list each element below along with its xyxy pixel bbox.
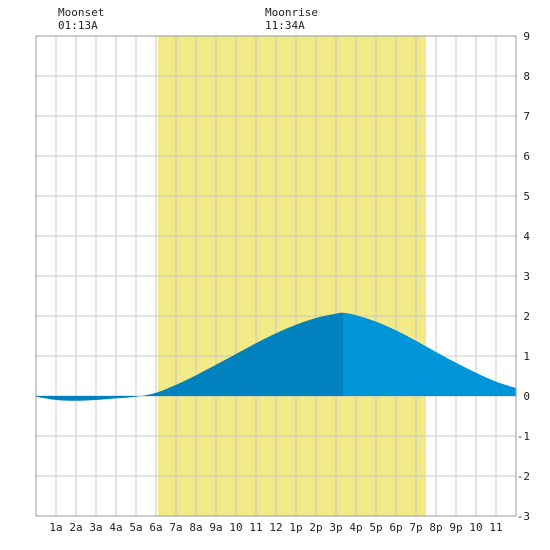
moonset-label: Moonset bbox=[58, 6, 104, 19]
moonrise-label: Moonrise bbox=[265, 6, 318, 19]
x-tick-label: 4p bbox=[349, 521, 362, 534]
y-tick-label: 8 bbox=[523, 70, 530, 83]
y-tick-label: 1 bbox=[523, 350, 530, 363]
x-tick-label: 6a bbox=[149, 521, 162, 534]
x-tick-label: 2a bbox=[69, 521, 82, 534]
y-tick-label: 2 bbox=[523, 310, 530, 323]
x-tick-label: 8a bbox=[189, 521, 202, 534]
x-tick-label: 10 bbox=[469, 521, 482, 534]
y-tick-label: 7 bbox=[523, 110, 530, 123]
x-tick-label: 1a bbox=[49, 521, 62, 534]
x-tick-label: 4a bbox=[109, 521, 122, 534]
x-tick-label: 5a bbox=[129, 521, 142, 534]
tide-area-rising bbox=[36, 312, 343, 401]
y-tick-label: 3 bbox=[523, 270, 530, 283]
x-tick-label: 12 bbox=[269, 521, 282, 534]
x-tick-label: 1p bbox=[289, 521, 302, 534]
y-tick-label: -2 bbox=[517, 470, 530, 483]
y-tick-label: 9 bbox=[523, 30, 530, 43]
moonrise-time: 11:34A bbox=[265, 19, 305, 32]
x-tick-label: 11 bbox=[489, 521, 502, 534]
x-tick-label: 2p bbox=[309, 521, 322, 534]
x-tick-label: 9a bbox=[209, 521, 222, 534]
x-tick-label: 5p bbox=[369, 521, 382, 534]
x-tick-label: 8p bbox=[429, 521, 442, 534]
y-tick-label: 4 bbox=[523, 230, 530, 243]
x-tick-label: 3a bbox=[89, 521, 102, 534]
y-tick-label: 0 bbox=[523, 390, 530, 403]
y-tick-label: -1 bbox=[517, 430, 530, 443]
x-tick-label: 7p bbox=[409, 521, 422, 534]
x-tick-label: 6p bbox=[389, 521, 402, 534]
tide-area-falling bbox=[343, 312, 516, 396]
y-tick-label: -3 bbox=[517, 510, 530, 523]
x-tick-label: 11 bbox=[249, 521, 262, 534]
plot-border bbox=[35, 35, 517, 517]
y-tick-label: 6 bbox=[523, 150, 530, 163]
y-tick-label: 5 bbox=[523, 190, 530, 203]
x-tick-label: 7a bbox=[169, 521, 182, 534]
moonset-time: 01:13A bbox=[58, 19, 98, 32]
x-tick-label: 3p bbox=[329, 521, 342, 534]
x-tick-label: 10 bbox=[229, 521, 242, 534]
x-tick-label: 9p bbox=[449, 521, 462, 534]
